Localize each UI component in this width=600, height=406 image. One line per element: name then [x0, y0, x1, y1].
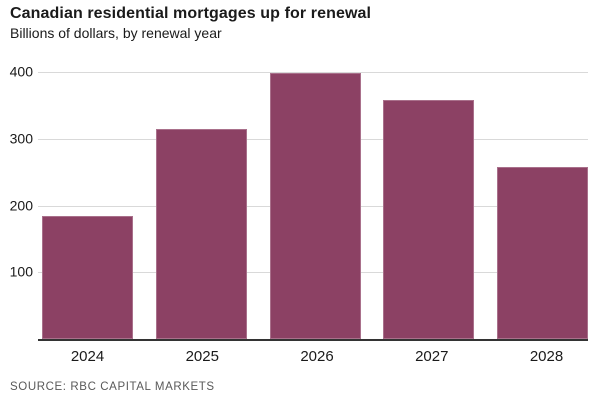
- y-tick-label-200: 200: [9, 197, 33, 214]
- chart-title: Canadian residential mortgages up for re…: [10, 5, 372, 22]
- x-tick-label-2026: 2026: [300, 348, 334, 365]
- source-credit: SOURCE: RBC CAPITAL MARKETS: [10, 381, 215, 393]
- x-axis: 2024 2025 2026 2027 2028: [38, 348, 592, 365]
- bar-2028: [497, 167, 588, 339]
- x-tick-label-2028: 2028: [529, 348, 564, 365]
- x-tick-label-2024: 2024: [70, 348, 105, 365]
- gridline-400: [38, 72, 588, 73]
- x-tick-label-2025: 2025: [185, 348, 219, 365]
- bar-2024: [42, 215, 133, 339]
- y-tick-label-100: 100: [9, 263, 33, 280]
- chart-subtitle: Billions of dollars, by renewal year: [10, 25, 222, 41]
- y-axis: 100 200 300 400: [0, 64, 33, 339]
- plot-area: [38, 72, 588, 341]
- y-tick-label-400: 400: [9, 63, 33, 80]
- x-tick-label-2027: 2027: [415, 348, 449, 365]
- bar-2027: [383, 100, 475, 339]
- bars: [38, 72, 588, 339]
- bar-2025: [155, 129, 247, 339]
- y-tick-label-300: 300: [9, 130, 33, 147]
- bar-2026: [269, 73, 361, 339]
